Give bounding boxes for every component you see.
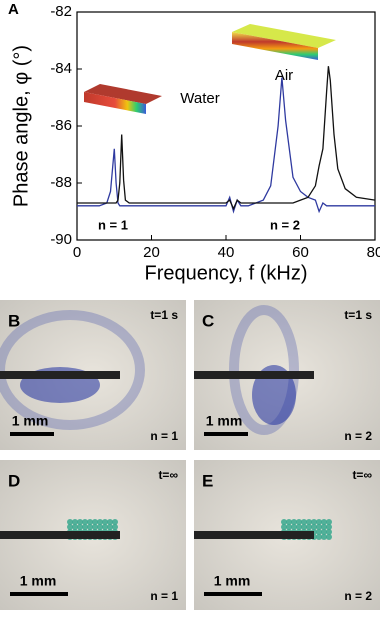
- y-axis-title: Phase angle, φ (°): [10, 45, 32, 207]
- scale-label: 1 mm: [20, 573, 57, 589]
- bead: [112, 524, 118, 530]
- bead: [77, 519, 83, 525]
- bead: [92, 519, 98, 525]
- y-tick-label: -90: [50, 231, 72, 248]
- cantilever: [194, 531, 314, 539]
- bead: [316, 534, 322, 540]
- scale-label: 1 mm: [214, 573, 251, 589]
- bead: [311, 524, 317, 530]
- x-tick-label: 0: [73, 244, 81, 261]
- cantilever: [194, 371, 314, 379]
- y-tick-label: -88: [50, 174, 72, 191]
- bead: [326, 529, 332, 535]
- bead: [102, 519, 108, 525]
- bead: [107, 519, 113, 525]
- series-label: Water: [180, 90, 219, 107]
- panel-letter: D: [8, 471, 20, 490]
- panel-time: t=1 s: [150, 308, 178, 322]
- scale-bar: [204, 432, 248, 436]
- bead: [321, 534, 327, 540]
- series-line: [77, 66, 376, 211]
- bead: [102, 524, 108, 530]
- bead: [296, 519, 302, 525]
- bead: [316, 519, 322, 525]
- bead: [107, 524, 113, 530]
- x-tick-label: 80: [367, 244, 380, 261]
- scale-label: 1 mm: [12, 413, 49, 429]
- bead: [97, 519, 103, 525]
- bead: [72, 524, 78, 530]
- scale-bar: [204, 592, 262, 596]
- y-tick-label: -86: [50, 117, 72, 134]
- bead: [72, 519, 78, 525]
- panel-time: t=1 s: [344, 308, 372, 322]
- bead: [306, 519, 312, 525]
- bead: [67, 524, 73, 530]
- annotation: n = 1: [98, 217, 128, 232]
- bead: [67, 519, 73, 525]
- inset-mode1: [84, 84, 162, 114]
- scale-label: 1 mm: [206, 413, 243, 429]
- dye-cloud: [229, 305, 299, 435]
- panel-mode: n = 2: [344, 429, 372, 443]
- bead: [316, 529, 322, 535]
- bead: [306, 524, 312, 530]
- bead: [286, 519, 292, 525]
- y-tick-label: -84: [50, 60, 72, 77]
- series-label: Air: [275, 67, 293, 84]
- panel-mode: n = 2: [344, 589, 372, 603]
- scale-bar: [10, 592, 68, 596]
- panel-letter: C: [202, 311, 214, 330]
- bead: [291, 519, 297, 525]
- bead: [77, 524, 83, 530]
- y-tick-label: -82: [50, 3, 72, 20]
- dye-core: [252, 365, 296, 425]
- series-line: [77, 77, 375, 214]
- cantilever: [0, 371, 120, 379]
- panel-time: t=∞: [158, 468, 178, 482]
- bead: [97, 524, 103, 530]
- panel-label: A: [8, 1, 19, 18]
- bead: [326, 519, 332, 525]
- panel-mode: n = 1: [150, 589, 178, 603]
- bead: [92, 524, 98, 530]
- bead: [296, 524, 302, 530]
- panel-letter: B: [8, 311, 20, 330]
- x-tick-label: 60: [292, 244, 309, 261]
- bead: [291, 524, 297, 530]
- panel-mode: n = 1: [150, 429, 178, 443]
- bead: [326, 534, 332, 540]
- cantilever: [0, 531, 120, 539]
- bead: [311, 519, 317, 525]
- x-tick-label: 40: [218, 244, 235, 261]
- bead: [87, 519, 93, 525]
- bead: [321, 529, 327, 535]
- panel-letter: E: [202, 471, 213, 490]
- bead: [281, 519, 287, 525]
- bead: [281, 524, 287, 530]
- annotation: n = 2: [270, 217, 300, 232]
- bead: [301, 524, 307, 530]
- x-axis-title: Frequency, f (kHz): [145, 262, 308, 284]
- chart: 0 20 40 60 80 -90 -88 -86 -84 -82 Frequency, f (kH…: [10, 3, 380, 284]
- bead: [82, 519, 88, 525]
- bead: [87, 524, 93, 530]
- scale-bar: [10, 432, 54, 436]
- bead: [82, 524, 88, 530]
- bead: [112, 519, 118, 525]
- bead: [316, 524, 322, 530]
- x-tick-label: 20: [143, 244, 160, 261]
- bead: [286, 524, 292, 530]
- bead: [326, 524, 332, 530]
- bead: [321, 524, 327, 530]
- panel-time: t=∞: [352, 468, 372, 482]
- bead: [301, 519, 307, 525]
- inset-mode2: [232, 24, 336, 60]
- bead: [321, 519, 327, 525]
- dye-cloud: [0, 310, 145, 430]
